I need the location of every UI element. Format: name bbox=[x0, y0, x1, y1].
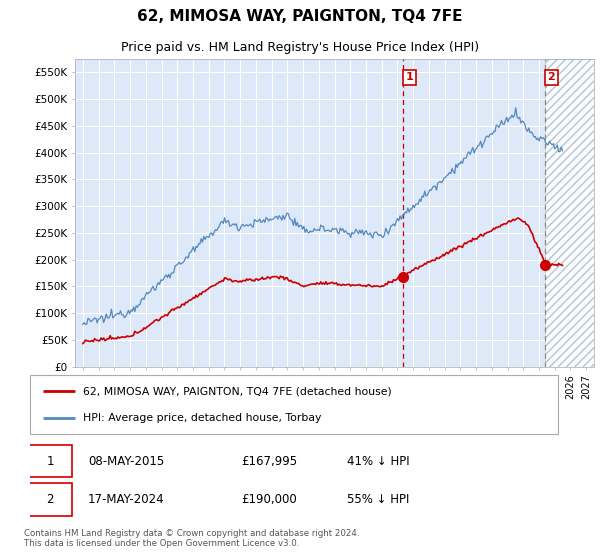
Text: £190,000: £190,000 bbox=[241, 493, 297, 506]
Text: 1: 1 bbox=[46, 455, 54, 468]
FancyBboxPatch shape bbox=[28, 483, 72, 516]
Text: 55% ↓ HPI: 55% ↓ HPI bbox=[347, 493, 409, 506]
Text: Price paid vs. HM Land Registry's House Price Index (HPI): Price paid vs. HM Land Registry's House … bbox=[121, 41, 479, 54]
FancyBboxPatch shape bbox=[28, 445, 72, 477]
Text: 1: 1 bbox=[406, 72, 413, 82]
Text: 62, MIMOSA WAY, PAIGNTON, TQ4 7FE: 62, MIMOSA WAY, PAIGNTON, TQ4 7FE bbox=[137, 9, 463, 24]
Text: 08-MAY-2015: 08-MAY-2015 bbox=[88, 455, 164, 468]
Text: £167,995: £167,995 bbox=[241, 455, 298, 468]
Text: Contains HM Land Registry data © Crown copyright and database right 2024.
This d: Contains HM Land Registry data © Crown c… bbox=[24, 529, 359, 548]
Text: HPI: Average price, detached house, Torbay: HPI: Average price, detached house, Torb… bbox=[83, 413, 321, 423]
FancyBboxPatch shape bbox=[30, 375, 558, 434]
Text: 2: 2 bbox=[46, 493, 54, 506]
Text: 41% ↓ HPI: 41% ↓ HPI bbox=[347, 455, 409, 468]
Text: 62, MIMOSA WAY, PAIGNTON, TQ4 7FE (detached house): 62, MIMOSA WAY, PAIGNTON, TQ4 7FE (detac… bbox=[83, 386, 392, 396]
Text: 2: 2 bbox=[547, 72, 555, 82]
Text: 17-MAY-2024: 17-MAY-2024 bbox=[88, 493, 165, 506]
